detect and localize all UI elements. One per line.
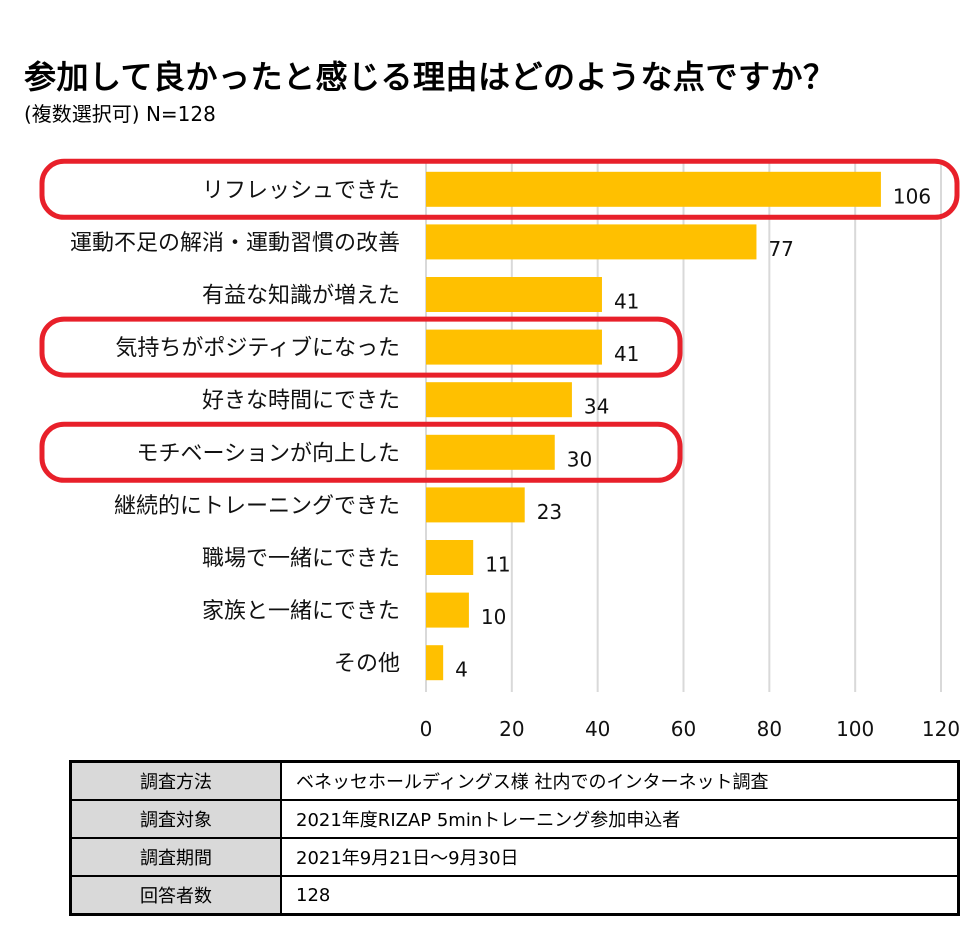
bar (426, 487, 525, 523)
x-tick-label: 0 (420, 717, 433, 741)
category-label: 気持ちがポジティブになった (115, 336, 400, 361)
bar (426, 329, 602, 365)
respondent-count-key: 回答者数 (69, 875, 282, 916)
bar (426, 540, 474, 575)
bar (426, 224, 757, 260)
x-tick-label: 80 (757, 717, 782, 741)
bar (426, 382, 572, 418)
table-row: 調査期間 2021年9月21日～9月30日 (69, 837, 960, 877)
category-label: 職場で一緒にできた (202, 547, 400, 572)
category-label: その他 (334, 652, 400, 677)
value-label: 41 (614, 342, 639, 366)
value-label: 4 (455, 658, 468, 682)
category-label: 好きな時間にできた (202, 389, 400, 414)
category-label: 継続的にトレーニングできた (114, 494, 400, 519)
value-label: 106 (893, 184, 931, 208)
highlight-frame (39, 316, 683, 378)
bar-chart: 0 20 40 60 80 100 120 リフレッシュできた 106 運動不足の解消・運動習慣の… (39, 158, 960, 741)
survey-target-key: 調査対象 (69, 799, 282, 839)
value-label: 23 (537, 500, 562, 524)
chart-subtitle: (複数選択可) N=128 (24, 102, 216, 126)
highlight-frame (39, 158, 960, 220)
bar (426, 277, 602, 312)
table-row: 回答者数 128 (69, 875, 960, 916)
bar (426, 434, 555, 470)
bar (426, 171, 881, 207)
x-tick-label: 60 (671, 717, 696, 741)
value-label: 34 (584, 395, 609, 419)
x-tick-label: 20 (499, 717, 524, 741)
value-label: 11 (485, 553, 510, 577)
category-label: リフレッシュできた (202, 178, 400, 203)
highlight-frame (39, 421, 683, 483)
respondent-count-value: 128 (280, 875, 960, 916)
survey-method-value: ベネッセホールディングス様 社内でのインターネット調査 (280, 760, 960, 801)
category-label: 運動不足の解消・運動習慣の改善 (70, 231, 400, 256)
chart-title: 参加して良かったと感じる理由はどのような点ですか？ (24, 58, 836, 96)
survey-method-key: 調査方法 (69, 760, 282, 801)
x-tick-label: 40 (585, 717, 610, 741)
category-label: モチベーションが向上した (136, 441, 400, 466)
value-label: 10 (481, 605, 506, 629)
survey-info-table: 調査方法 ベネッセホールディングス様 社内でのインターネット調査 調査対象 20… (69, 760, 960, 916)
value-label: 77 (768, 237, 793, 261)
bar (426, 592, 469, 628)
value-label: 30 (567, 447, 592, 471)
survey-period-value: 2021年9月21日～9月30日 (280, 837, 960, 877)
x-tick-label: 100 (836, 717, 874, 741)
bar (426, 645, 444, 681)
category-label: 家族と一緒にできた (202, 599, 400, 624)
table-row: 調査対象 2021年度RIZAP 5minトレーニング参加申込者 (69, 799, 960, 839)
x-tick-label: 120 (922, 717, 960, 741)
survey-period-key: 調査期間 (69, 837, 282, 877)
table-row: 調査方法 ベネッセホールディングス様 社内でのインターネット調査 (69, 760, 960, 801)
value-label: 41 (614, 290, 639, 314)
category-label: 有益な知識が増えた (202, 284, 400, 309)
survey-target-value: 2021年度RIZAP 5minトレーニング参加申込者 (280, 799, 960, 839)
